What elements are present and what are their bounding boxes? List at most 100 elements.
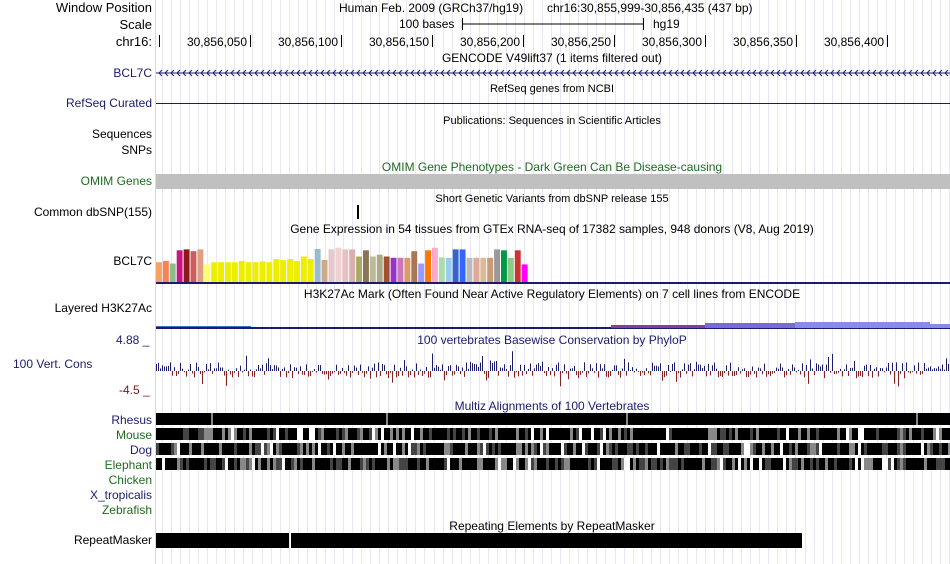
dog-alignment-block	[858, 443, 861, 455]
elephant-alignment-block	[579, 458, 582, 470]
gtex-tissue-bar	[507, 257, 514, 282]
elephant-alignment-block	[294, 458, 297, 470]
elephant-alignment-block	[738, 458, 741, 470]
dog-alignment-block	[750, 443, 753, 455]
gtex-track-label[interactable]: BCL7C	[113, 254, 152, 268]
gtex-tissue-bar	[183, 249, 190, 282]
elephant-alignment-block	[159, 458, 162, 470]
mouse-alignment-block	[858, 428, 861, 440]
mouse-alignment-block	[426, 428, 429, 440]
conservation-score-bar	[826, 364, 827, 371]
conservation-score-bar	[944, 369, 945, 371]
conservation-score-bar	[436, 365, 437, 371]
publications-sequences-label[interactable]: Sequences	[91, 127, 152, 141]
elephant-alignment-block	[639, 458, 642, 470]
conservation-score-bar	[386, 371, 387, 375]
h3k27ac-signal[interactable]	[156, 318, 950, 330]
conservation-wiggle[interactable]	[156, 345, 950, 395]
elephant-alignment-block	[675, 458, 678, 470]
strand-chevron	[392, 69, 397, 77]
gencode-track-label[interactable]: BCL7C	[113, 66, 152, 80]
refseq-track-label[interactable]: RefSeq Curated	[65, 96, 152, 110]
conservation-score-bar	[784, 371, 785, 378]
strand-chevron	[884, 69, 889, 77]
elephant-alignment-block	[468, 458, 471, 470]
elephant-alignment-block	[198, 458, 201, 470]
conservation-score-bar	[342, 368, 343, 371]
bcl7c-gene-model[interactable]	[156, 67, 950, 79]
conservation-score-bar	[750, 371, 751, 375]
conservation-score-bar	[252, 371, 253, 377]
dog-alignment-block	[912, 443, 915, 455]
dbsnp-track-label[interactable]: Common dbSNP(155)	[33, 205, 152, 219]
dog-alignment-block	[441, 443, 444, 455]
dog-alignment-block	[228, 443, 231, 455]
species-label-zebrafish[interactable]: Zebrafish	[101, 503, 152, 517]
mouse-alignment-block	[591, 428, 594, 440]
species-label-mouse[interactable]: Mouse	[115, 428, 152, 442]
mouse-alignment-block	[414, 428, 417, 440]
conservation-score-bar	[934, 368, 935, 371]
strand-chevron	[440, 69, 445, 77]
elephant-alignment-block	[543, 458, 546, 470]
elephant-alignment-block	[762, 458, 765, 470]
mouse-alignment-block	[381, 428, 384, 440]
mouse-alignment-block	[801, 428, 804, 440]
mouse-alignment-block	[687, 428, 690, 440]
mouse-alignment-block	[834, 428, 837, 440]
species-label-x_tropicalis[interactable]: X_tropicalis	[89, 488, 152, 502]
elephant-alignment-block	[717, 458, 720, 470]
conservation-score-bar	[830, 371, 831, 373]
gtex-tissue-bar	[176, 250, 183, 282]
mouse-alignment-block	[213, 428, 216, 440]
conservation-score-bar	[688, 364, 689, 371]
dog-alignment-block	[420, 443, 423, 455]
repeat-element-2[interactable]	[291, 533, 802, 548]
species-label-chicken[interactable]: Chicken	[108, 473, 152, 487]
repeatmasker-track-label[interactable]: RepeatMasker	[73, 533, 152, 547]
elephant-alignment-block	[177, 458, 180, 470]
mouse-alignment-block	[927, 428, 930, 440]
multiz-alignment-blocks[interactable]	[156, 413, 950, 473]
dbsnp-variant-mark[interactable]	[357, 205, 359, 219]
strand-chevron	[230, 69, 235, 77]
repeat-element-1[interactable]	[156, 533, 289, 548]
elephant-alignment-block	[195, 458, 198, 470]
mouse-alignment-block	[849, 428, 852, 440]
mouse-alignment-block	[828, 428, 831, 440]
elephant-alignment-block	[237, 458, 240, 470]
elephant-alignment-block	[330, 458, 333, 470]
elephant-alignment-block	[825, 458, 828, 470]
gtex-tissue-bar	[204, 264, 211, 282]
mouse-alignment-block	[303, 428, 306, 440]
conservation-score-bar	[694, 369, 695, 371]
conservation-score-bar	[848, 371, 849, 377]
conservation-score-bar	[298, 371, 299, 375]
dog-alignment-block	[192, 443, 195, 455]
species-label-rhesus[interactable]: Rhesus	[111, 413, 152, 427]
dog-alignment-block	[618, 443, 621, 455]
omim-feature-bar[interactable]	[156, 174, 950, 189]
mouse-alignment-block	[909, 428, 912, 440]
mouse-alignment-block	[300, 428, 303, 440]
gtex-expression-chart[interactable]	[156, 238, 950, 284]
h3k27ac-track-label[interactable]: Layered H3K27Ac	[54, 301, 152, 315]
conservation-track-label[interactable]: 100 Vert. Cons	[13, 357, 93, 371]
mouse-alignment-block	[579, 428, 582, 440]
mouse-alignment-block	[225, 428, 228, 440]
dog-alignment-block	[600, 443, 603, 455]
elephant-alignment-block	[729, 458, 732, 470]
mouse-alignment-block	[621, 428, 624, 440]
dog-alignment-block	[306, 443, 309, 455]
gtex-tissue-bar	[259, 261, 266, 282]
conservation-score-bar	[294, 367, 295, 371]
publications-snps-label[interactable]: SNPs	[121, 143, 152, 157]
omim-track-label[interactable]: OMIM Genes	[80, 174, 152, 188]
species-label-dog[interactable]: Dog	[129, 443, 152, 457]
elephant-alignment-block	[819, 458, 822, 470]
strand-chevron	[584, 69, 589, 77]
species-label-elephant[interactable]: Elephant	[104, 458, 152, 472]
mouse-alignment-block	[945, 428, 948, 440]
conservation-score-bar	[206, 364, 207, 371]
refseq-gene-line[interactable]	[156, 103, 950, 104]
